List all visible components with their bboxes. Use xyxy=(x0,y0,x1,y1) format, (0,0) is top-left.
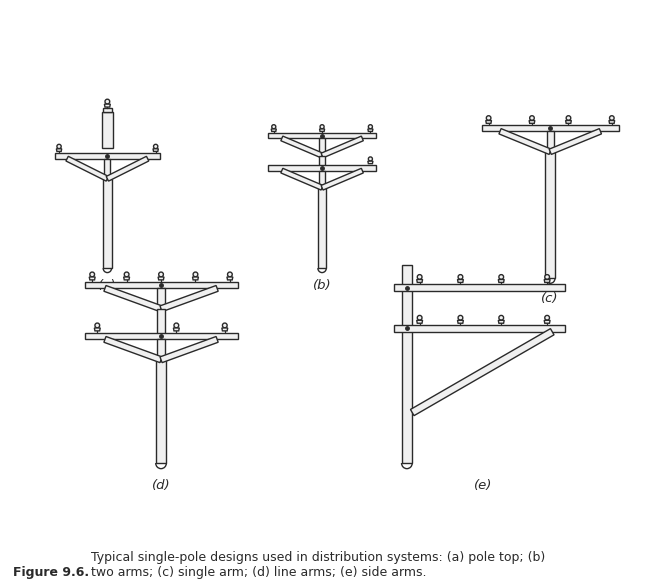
Circle shape xyxy=(529,116,534,120)
Polygon shape xyxy=(89,277,95,280)
Circle shape xyxy=(458,275,463,279)
Bar xyxy=(156,360,166,463)
Bar xyxy=(55,153,160,159)
Polygon shape xyxy=(56,149,62,151)
Circle shape xyxy=(158,272,164,277)
Circle shape xyxy=(124,272,129,277)
Circle shape xyxy=(174,323,178,328)
Circle shape xyxy=(499,315,504,320)
Text: (d): (d) xyxy=(152,479,170,492)
Polygon shape xyxy=(411,329,554,416)
Bar xyxy=(85,282,238,289)
Circle shape xyxy=(105,99,110,104)
Bar xyxy=(157,309,165,336)
Polygon shape xyxy=(319,129,325,132)
Polygon shape xyxy=(566,120,571,123)
Bar xyxy=(318,188,326,268)
Bar xyxy=(103,108,112,112)
Polygon shape xyxy=(544,279,550,282)
Bar xyxy=(319,139,325,155)
Polygon shape xyxy=(281,168,323,190)
Polygon shape xyxy=(105,104,110,107)
Bar xyxy=(268,165,376,171)
Polygon shape xyxy=(160,286,218,311)
Polygon shape xyxy=(321,136,363,158)
Polygon shape xyxy=(368,161,373,164)
Bar xyxy=(103,179,111,268)
Text: Figure 9.6.: Figure 9.6. xyxy=(13,566,89,579)
Text: (c): (c) xyxy=(541,292,559,304)
Bar xyxy=(85,333,238,339)
Polygon shape xyxy=(123,277,130,280)
Text: Typical single-pole designs used in distribution systems: (a) pole top; (b)
two : Typical single-pole designs used in dist… xyxy=(91,551,545,579)
Polygon shape xyxy=(158,277,164,280)
Polygon shape xyxy=(549,129,601,154)
Bar xyxy=(104,159,110,179)
Polygon shape xyxy=(281,136,323,158)
Circle shape xyxy=(222,323,227,328)
Bar xyxy=(319,171,325,188)
Bar xyxy=(394,284,565,291)
Circle shape xyxy=(417,275,422,279)
Circle shape xyxy=(272,125,276,129)
Polygon shape xyxy=(499,320,504,323)
Polygon shape xyxy=(458,279,464,282)
Polygon shape xyxy=(227,277,233,280)
Circle shape xyxy=(227,272,232,277)
Polygon shape xyxy=(173,328,179,331)
Polygon shape xyxy=(499,279,504,282)
Bar xyxy=(268,133,376,139)
Circle shape xyxy=(368,157,372,161)
Circle shape xyxy=(486,116,491,120)
Polygon shape xyxy=(222,328,227,331)
Bar xyxy=(158,339,164,360)
Polygon shape xyxy=(271,129,276,132)
Polygon shape xyxy=(417,279,423,282)
Circle shape xyxy=(90,272,95,277)
Polygon shape xyxy=(66,157,109,181)
Circle shape xyxy=(545,315,550,320)
Bar xyxy=(546,152,555,278)
Polygon shape xyxy=(609,120,615,123)
Text: (a): (a) xyxy=(98,279,117,292)
Circle shape xyxy=(320,125,324,129)
Polygon shape xyxy=(417,320,423,323)
Bar xyxy=(547,132,554,152)
Bar xyxy=(102,112,113,148)
Circle shape xyxy=(417,315,422,320)
Circle shape xyxy=(57,144,61,148)
Text: (b): (b) xyxy=(313,279,331,292)
Polygon shape xyxy=(153,149,158,151)
Bar xyxy=(394,325,565,332)
Bar xyxy=(482,125,619,132)
Polygon shape xyxy=(499,129,552,154)
Polygon shape xyxy=(529,120,535,123)
Text: (e): (e) xyxy=(474,479,493,492)
Circle shape xyxy=(566,116,571,120)
Circle shape xyxy=(545,275,550,279)
Circle shape xyxy=(368,125,372,129)
Polygon shape xyxy=(458,320,464,323)
Polygon shape xyxy=(368,129,373,132)
Polygon shape xyxy=(321,168,363,190)
Bar xyxy=(319,155,325,168)
Polygon shape xyxy=(544,320,550,323)
Bar xyxy=(158,289,164,309)
Circle shape xyxy=(458,315,463,320)
Polygon shape xyxy=(486,120,491,123)
Polygon shape xyxy=(160,336,218,363)
Polygon shape xyxy=(193,277,199,280)
Circle shape xyxy=(609,116,614,120)
Bar xyxy=(401,265,412,463)
Circle shape xyxy=(154,144,158,148)
Circle shape xyxy=(193,272,198,277)
Polygon shape xyxy=(104,336,162,363)
Polygon shape xyxy=(104,286,162,311)
Circle shape xyxy=(499,275,504,279)
Circle shape xyxy=(95,323,100,328)
Polygon shape xyxy=(106,157,149,181)
Polygon shape xyxy=(95,328,100,331)
